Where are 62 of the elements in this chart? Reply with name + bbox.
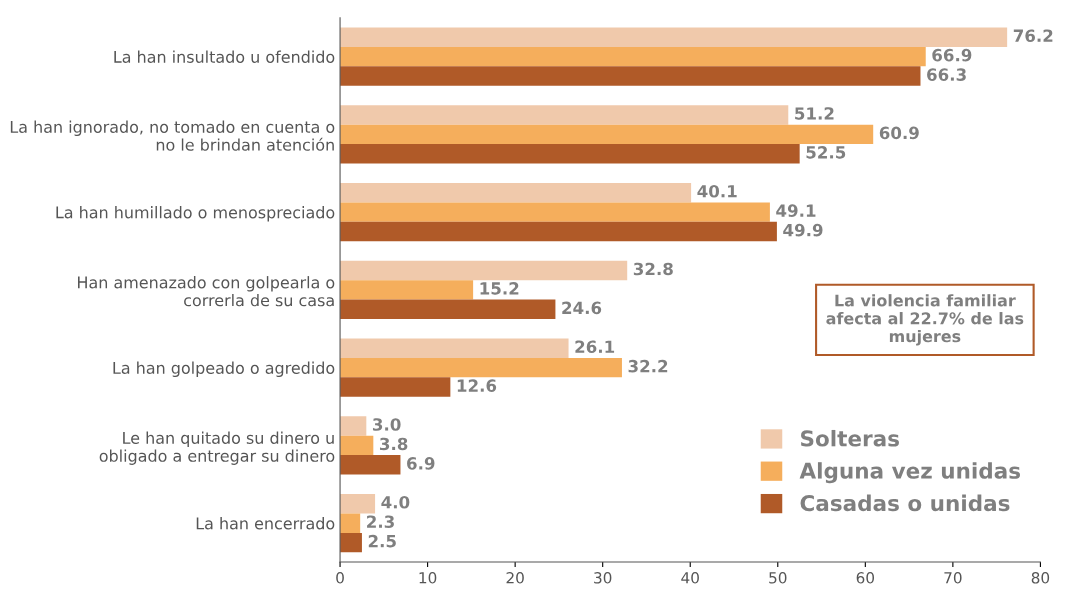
bar [340,105,789,125]
data-label: 40.1 [697,184,737,198]
data-label: 66.9 [932,48,972,62]
bar [340,221,777,242]
y-tick-label: La han ignorado, no tomado en cuenta o no le brindan atención [10,120,335,151]
bar [340,280,474,300]
bar [340,260,628,281]
data-label: 76.2 [1013,29,1053,43]
bar [340,124,874,145]
data-label: 49.9 [783,223,823,237]
y-tick-label: La han humillado o menospreciado [56,206,335,222]
data-label: 12.6 [457,379,497,392]
bar [340,144,800,164]
bar [340,182,692,203]
x-tick-label: 80 [1031,572,1050,584]
y-tick-label: Le han quitado su dinero u obligado a entregar su dinero [99,431,335,465]
annotation: La violencia familiar afecta al 22.7% de las mujeres [826,294,1024,346]
bar [340,66,921,86]
data-label: 3.8 [379,437,408,451]
bar [340,357,622,378]
data-label: 2.5 [368,534,396,548]
data-label: 49.1 [776,204,816,217]
bar [340,377,451,397]
x-tick-label: 10 [419,572,437,584]
legend-label: Solteras [801,429,899,447]
data-label: 51.2 [795,107,834,120]
bar [340,27,1008,47]
y-tick-label: Han amenazado con golpearla o correrla de su casa [78,276,335,307]
data-label: 3.0 [372,418,401,431]
x-tick-label: 0 [336,572,344,584]
bar [340,338,569,358]
bar [340,494,376,514]
data-label: 4.0 [381,495,410,509]
x-tick-label: 20 [506,572,524,584]
data-label: 52.5 [806,146,846,159]
x-tick-label: 60 [856,572,875,584]
bar [340,46,926,67]
bar [340,435,374,456]
legend-label: Alguna vez unidas [799,462,1021,484]
bar [340,513,361,533]
data-label: 32.8 [633,262,673,276]
y-tick-label: La han encerrado [196,517,335,530]
x-tick-label: 50 [769,572,787,584]
data-label: 66.3 [927,68,966,81]
x-tick-label: 40 [681,572,699,584]
data-label: 60.9 [879,126,919,140]
x-tick-label: 30 [594,572,612,584]
y-tick-label: La han golpeado o agredido [113,361,335,378]
data-label: 32.2 [628,359,668,373]
bar [340,416,367,436]
data-label: 6.9 [407,457,435,470]
bar [340,455,401,475]
bar [340,202,770,222]
y-tick-label: La han insultado u ofendido [114,50,335,63]
bar [340,532,362,553]
bar [340,299,556,320]
legend-label: Casadas o unidas [800,494,1010,512]
data-label: 26.1 [575,340,615,354]
data-label: 15.2 [480,282,519,295]
data-label: 2.3 [367,515,394,528]
x-tick-label: 70 [944,572,962,584]
data-label: 24.6 [562,301,602,315]
